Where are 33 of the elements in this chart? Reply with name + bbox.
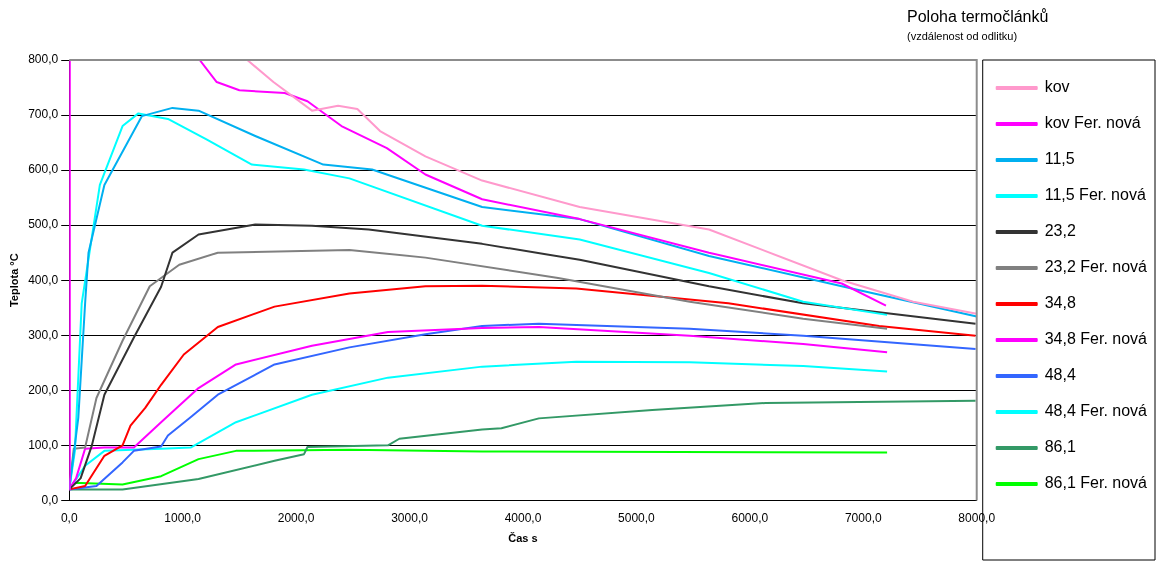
x-tick-label: 3000,0 bbox=[391, 510, 429, 525]
y-tick-label: 700,0 bbox=[28, 107, 59, 122]
legend-label: 11,5 bbox=[1044, 150, 1075, 168]
y-tick-label: 0,0 bbox=[41, 492, 59, 507]
x-tick-label: 0,0 bbox=[60, 510, 78, 525]
y-tick-label: 800,0 bbox=[28, 52, 59, 67]
legend-label: 23,2 Fer. nová bbox=[1044, 258, 1148, 276]
legend-label: kov bbox=[1044, 78, 1070, 96]
legend-label: 86,1 bbox=[1044, 438, 1076, 456]
y-tick-label: 600,0 bbox=[28, 162, 59, 177]
legend-label: 34,8 Fer. nová bbox=[1044, 330, 1148, 348]
x-tick-label: 6000,0 bbox=[731, 510, 769, 525]
y-tick-label: 200,0 bbox=[28, 382, 59, 397]
legend-label: kov Fer. nová bbox=[1044, 114, 1141, 132]
x-tick-label: 2000,0 bbox=[277, 510, 315, 525]
x-tick-label: 7000,0 bbox=[844, 510, 882, 525]
legend-label: 23,2 bbox=[1044, 222, 1076, 240]
legend-label: 11,5 Fer. nová bbox=[1044, 186, 1146, 204]
legend-label: 86,1 Fer. nová bbox=[1044, 474, 1148, 492]
x-tick-label: 4000,0 bbox=[504, 510, 542, 525]
legend-label: 34,8 bbox=[1044, 294, 1076, 312]
y-tick-label: 400,0 bbox=[28, 272, 59, 287]
y-tick-label: 300,0 bbox=[28, 327, 59, 342]
x-tick-label: 1000,0 bbox=[164, 510, 202, 525]
x-axis-title: Čas s bbox=[508, 532, 538, 545]
text: (vzdálenost od odlitku) bbox=[907, 30, 1019, 42]
x-tick-label: 5000,0 bbox=[618, 510, 656, 525]
y-axis-title: Teplota °C bbox=[7, 253, 20, 308]
legend-label: 48,4 bbox=[1044, 366, 1076, 384]
legend-title: Poloha termočlánků bbox=[907, 8, 1050, 26]
y-tick-label: 100,0 bbox=[28, 437, 59, 452]
legend-label: 48,4 Fer. nová bbox=[1044, 402, 1148, 420]
y-tick-label: 500,0 bbox=[28, 217, 59, 232]
